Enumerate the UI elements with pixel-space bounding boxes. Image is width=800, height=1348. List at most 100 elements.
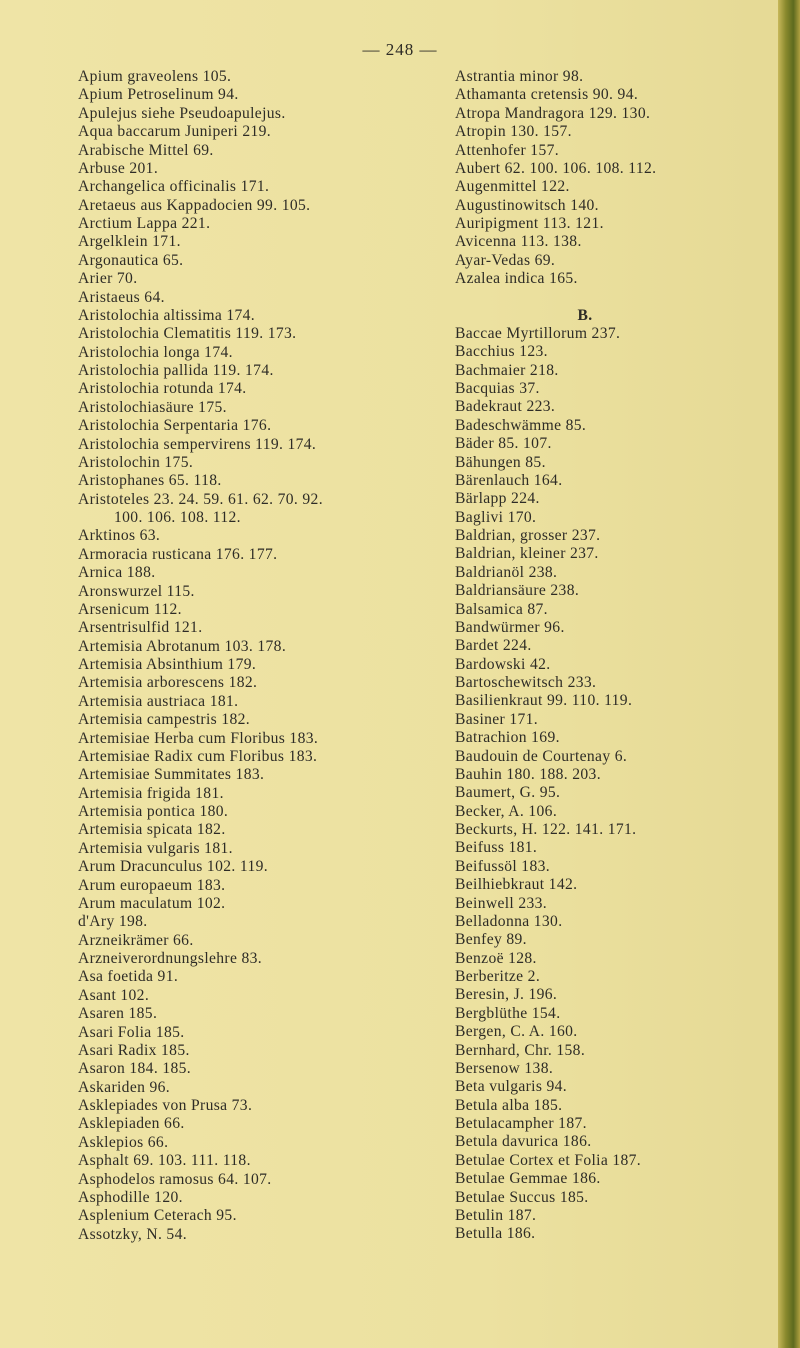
- index-entry: Artemisia Absinthium 179.: [78, 656, 257, 673]
- index-entry: Benzoë 128.: [455, 949, 537, 967]
- book-binding-edge: [778, 0, 800, 1348]
- index-entry: Arum europaeum 183.: [78, 876, 226, 894]
- index-entry: Aristolochia pallida 119. 174.: [78, 362, 274, 379]
- index-entry: Artemisiae Herba cum Floribus 183.: [78, 729, 319, 747]
- index-entry: Aristolochia longa 174.: [78, 343, 233, 361]
- index-entry: Bersenow 138.: [455, 1059, 554, 1077]
- index-entry: Arktinos 63.: [78, 527, 161, 545]
- index-entry: Assotzky, N. 54.: [78, 1225, 187, 1243]
- index-column-right: Astrantia minor 98. Athamanta cretensis 9…: [455, 68, 785, 1244]
- index-entry: Aristolochia rotunda 174.: [78, 380, 247, 398]
- index-entry: Bäder 85. 107.: [455, 435, 552, 453]
- index-entry: Aristolochia altissima 174.: [78, 306, 256, 324]
- index-entry: Argonautica 65.: [78, 251, 184, 269]
- index-entry: Beta vulgaris 94.: [455, 1078, 568, 1096]
- index-entry: Bacchius 123.: [455, 343, 548, 361]
- index-entry: Atropa Mandragora 129. 130.: [455, 104, 651, 122]
- index-entry: Asaron 184. 185.: [78, 1060, 192, 1078]
- index-entry: Betulla 186.: [455, 1225, 536, 1243]
- index-entry: Athamanta cretensis 90. 94.: [455, 86, 639, 104]
- index-entry: Artemisia pontica 180.: [78, 803, 229, 820]
- index-entry: Bernhard, Chr. 158.: [455, 1041, 586, 1059]
- index-entry: 100. 106. 108. 112.: [114, 509, 241, 526]
- index-entry: Asari Folia 185.: [78, 1023, 185, 1041]
- index-entry: Betulae Succus 185.: [455, 1188, 589, 1206]
- index-entry: Bardowski 42.: [455, 655, 551, 673]
- index-entry: Arzneiverordnungslehre 83.: [78, 950, 263, 967]
- index-entry: Aristoteles 23. 24. 59. 61. 62. 70. 92.: [78, 490, 323, 508]
- index-entry: Asphodille 120.: [78, 1188, 183, 1206]
- index-entry: Beifuss 181.: [455, 839, 538, 857]
- index-entry: Arzneikrämer 66.: [78, 931, 194, 949]
- index-entry: Askariden 96.: [78, 1078, 171, 1096]
- index-entry: Betulacampher 187.: [455, 1115, 587, 1132]
- index-entry: Basilienkraut 99. 110. 119.: [455, 692, 633, 710]
- index-entry: Aqua baccarum Juniperi 219.: [78, 123, 272, 141]
- index-entry: Asklepios 66.: [78, 1133, 169, 1151]
- index-entry: Artemisiae Radix cum Floribus 183.: [78, 747, 318, 765]
- index-entry: Aristaeus 64.: [78, 288, 165, 306]
- index-entry: Asklepiaden 66.: [78, 1115, 185, 1133]
- index-entry: Baglivi 170.: [455, 508, 537, 526]
- index-entry: Betula davurica 186.: [455, 1133, 592, 1151]
- index-entry: Badeschwämme 85.: [455, 416, 587, 434]
- index-entry: Aristolochia sempervirens 119. 174.: [78, 435, 317, 453]
- index-entry: Augustinowitsch 140.: [455, 196, 599, 214]
- index-entry: Apium Petroselinum 94.: [78, 86, 239, 104]
- index-entry: Asa foetida 91.: [78, 968, 179, 986]
- index-entry: Ayar-Vedas 69.: [455, 251, 556, 269]
- index-entry: Arsentrisulfid 121.: [78, 619, 203, 637]
- index-entry: Aretaeus aus Kappadocien 99. 105.: [78, 196, 311, 214]
- index-column-left: Apium graveolens 105. Apium Petroselinum …: [78, 68, 418, 1244]
- index-entry: Bauhin 180. 188. 203.: [455, 765, 601, 783]
- index-entry: Arsenicum 112.: [78, 600, 182, 618]
- index-entry: Betulae Cortex et Folia 187.: [455, 1151, 642, 1169]
- index-entry: Aristophanes 65. 118.: [78, 472, 222, 490]
- index-entry: Aristolochiasäure 175.: [78, 398, 227, 416]
- index-entry: Bergblüthe 154.: [455, 1004, 561, 1022]
- index-entry: Betulin 187.: [455, 1206, 537, 1224]
- index-entry: Berberitze 2.: [455, 968, 541, 985]
- section-heading-b: B.: [577, 306, 593, 324]
- index-entry: Betulae Gemmae 186.: [455, 1170, 601, 1188]
- index-entry: Batrachion 169.: [455, 729, 560, 747]
- index-entry: Auripigment 113. 121.: [455, 215, 604, 232]
- index-entry: Belladonna 130.: [455, 912, 563, 930]
- index-entry: Arctium Lappa 221.: [78, 215, 211, 232]
- index-entry: Bärenlauch 164.: [455, 471, 563, 489]
- index-entry: Atropin 130. 157.: [455, 123, 572, 141]
- index-entry: Arum Dracunculus 102. 119.: [78, 858, 268, 876]
- index-entry: Balsamica 87.: [455, 600, 548, 618]
- index-entry: Bardet 224.: [455, 637, 532, 655]
- index-entry: Beresin, J. 196.: [455, 986, 558, 1004]
- index-entry: Aristolochia Serpentaria 176.: [78, 417, 272, 435]
- index-entry: Basiner 171.: [455, 710, 539, 728]
- index-entry: Artemisia vulgaris 181.: [78, 839, 233, 857]
- index-entry: Bähungen 85.: [455, 453, 546, 471]
- index-entry: d'Ary 198.: [78, 913, 148, 931]
- index-entry: Arabische Mittel 69.: [78, 141, 214, 159]
- index-entry: Baccae Myrtillorum 237.: [455, 324, 621, 342]
- index-entry: Baldrian, grosser 237.: [455, 527, 601, 544]
- index-entry: Beilhiebkraut 142.: [455, 876, 578, 894]
- index-entry: Asaren 185.: [78, 1005, 158, 1023]
- index-entry: Asplenium Ceterach 95.: [78, 1207, 237, 1225]
- index-entry: Asklepiades von Prusa 73.: [78, 1097, 253, 1114]
- index-entry: Bärlapp 224.: [455, 490, 540, 508]
- index-entry: Asari Radix 185.: [78, 1041, 190, 1059]
- index-entry: Aronswurzel 115.: [78, 582, 195, 600]
- index-entry: Beifussöl 183.: [455, 857, 550, 875]
- index-entry: Armoracia rusticana 176. 177.: [78, 545, 278, 563]
- index-entry: Benfey 89.: [455, 931, 527, 949]
- index-entry: Artemisiae Summitates 183.: [78, 766, 265, 784]
- index-section-a-continued: Astrantia minor 98. Athamanta cretensis 9…: [455, 68, 785, 289]
- index-entry: Bandwürmer 96.: [455, 618, 565, 636]
- index-entry: Apulejus siehe Pseudoapulejus.: [78, 104, 286, 122]
- index-entry: Baldriansäure 238.: [455, 582, 580, 600]
- index-entry: Bartoschewitsch 233.: [455, 674, 597, 691]
- index-entry: Beinwell 233.: [455, 894, 548, 912]
- index-entry: Aristolochin 175.: [78, 453, 194, 471]
- index-section-b: Baccae Myrtillorum 237. Bacchius 123. Bach…: [455, 325, 785, 1244]
- index-entry: Archangelica officinalis 171.: [78, 178, 270, 196]
